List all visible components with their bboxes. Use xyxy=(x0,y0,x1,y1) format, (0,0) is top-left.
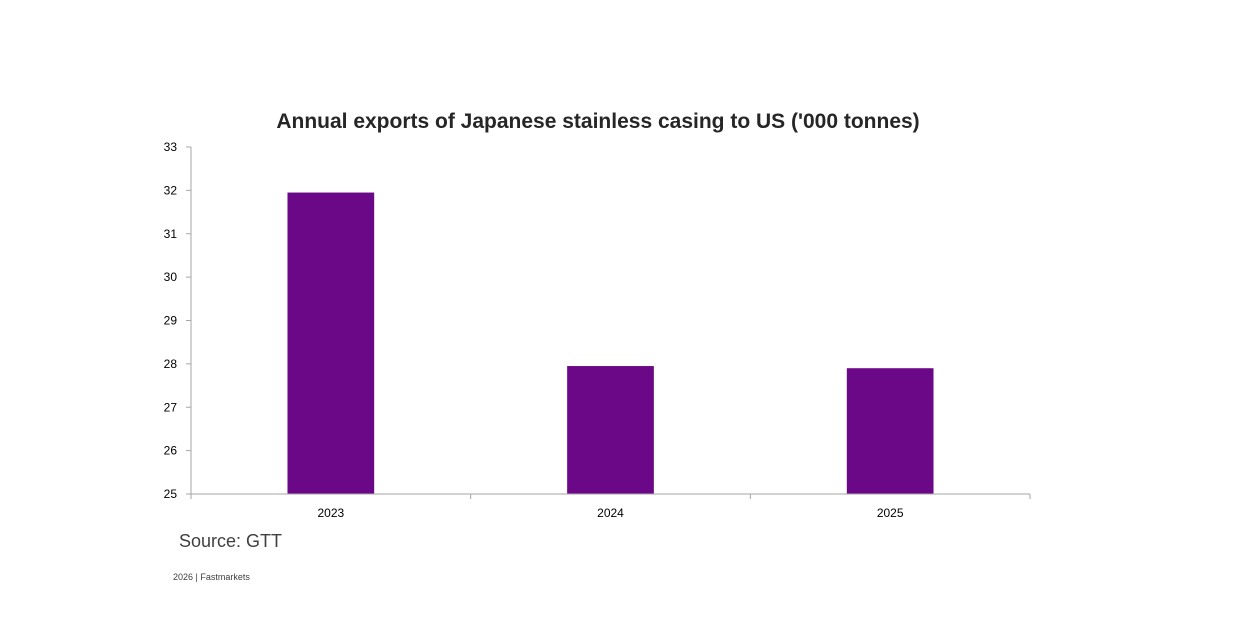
y-tick-label: 26 xyxy=(164,444,178,458)
y-tick-label: 25 xyxy=(164,487,178,501)
y-tick-label: 32 xyxy=(164,183,178,197)
bar-2025 xyxy=(846,368,934,494)
x-axis: 2023 2024 2025 xyxy=(190,493,1031,520)
y-tick-label: 30 xyxy=(164,270,178,284)
y-tick-label: 33 xyxy=(164,140,178,154)
x-tick-label: 2023 xyxy=(317,506,344,520)
y-tick-label: 27 xyxy=(164,400,178,414)
bar-2024 xyxy=(567,366,654,494)
bars xyxy=(287,192,934,494)
y-axis: 25 26 27 28 29 30 31 32 33 xyxy=(164,140,192,501)
chart-title: Annual exports of Japanese stainless cas… xyxy=(276,110,919,133)
y-tick-label: 28 xyxy=(164,357,178,371)
x-tick-label: 2024 xyxy=(597,506,624,520)
bar-2023 xyxy=(287,192,375,494)
y-tick-label: 29 xyxy=(164,314,178,328)
x-tick-label: 2025 xyxy=(877,506,904,520)
footer-note: 2026 | Fastmarkets xyxy=(173,572,250,582)
source-note: Source: GTT xyxy=(179,531,283,551)
y-tick-label: 31 xyxy=(164,227,178,241)
